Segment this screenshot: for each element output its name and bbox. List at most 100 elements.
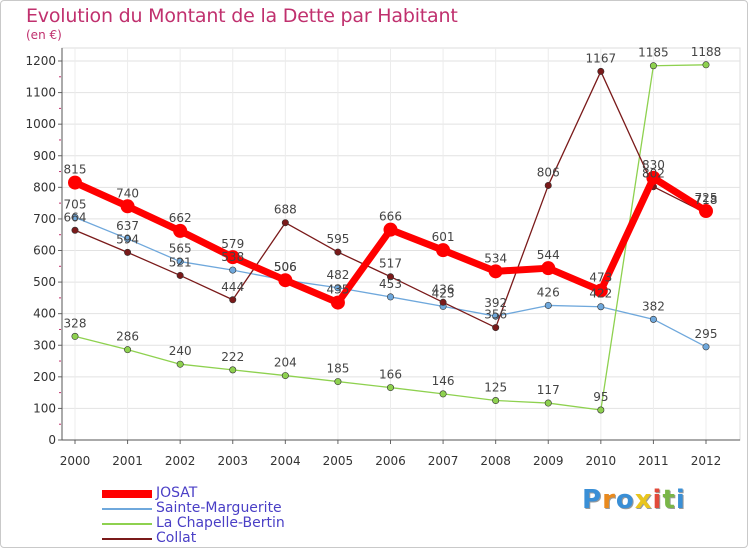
data-label: 453 [379,277,402,291]
data-point [646,170,661,185]
data-point [229,266,237,274]
data-point [593,283,608,298]
data-point [281,219,289,227]
data-point [436,243,451,258]
data-label: 482 [326,268,349,282]
y-tick-label: 1200 [25,54,56,68]
data-label: 595 [326,232,349,246]
data-point [492,324,500,332]
data-point [278,273,293,288]
plot-area [61,47,741,441]
data-point [439,390,447,398]
data-label: 295 [695,327,718,341]
data-label: 436 [432,282,455,296]
legend-label: JOSAT [156,485,198,501]
data-point [124,248,132,256]
data-label: 506 [274,260,297,274]
axes: 0 100 200 300 400 500 600 700 800 900 1000 1100 1200… [25,48,740,468]
data-label: 185 [326,362,349,376]
data-point [597,406,605,414]
data-label: 740 [116,186,139,200]
x-tick-label: 2000 [60,454,91,468]
legend-swatch [102,508,152,510]
data-point [334,378,342,386]
data-label: 356 [484,308,507,322]
logo-letter: o [615,485,635,515]
data-label: 422 [589,287,612,301]
data-point [386,293,394,301]
series [68,61,713,414]
data-label: 521 [169,255,192,269]
data-point [386,273,394,281]
data-point [176,271,184,279]
y-tick-label: 700 [33,212,56,226]
data-label: 423 [432,286,455,300]
x-tick-label: 2003 [217,454,248,468]
data-label: 146 [432,374,455,388]
y-tick-label: 1000 [25,117,56,131]
x-tick-label: 2011 [638,454,669,468]
legend-swatch [102,523,152,525]
y-tick-label: 800 [33,180,56,194]
y-tick-label: 500 [33,275,56,289]
data-point [702,343,710,351]
data-label: 1185 [638,46,669,60]
data-label: 718 [695,193,718,207]
data-label: 240 [169,344,192,358]
data-point [124,346,132,354]
legend-label: La Chapelle-Bertin [156,515,285,531]
data-point [492,312,500,320]
data-label: 204 [274,356,297,370]
data-label: 1188 [691,45,722,59]
data-point [71,226,79,234]
legend-swatch [102,490,152,498]
data-point [544,399,552,407]
data-point [439,298,447,306]
data-point [68,175,82,190]
y-tick-label: 900 [33,149,56,163]
data-label: 802 [642,167,665,181]
data-point [492,397,500,405]
data-label: 517 [379,257,402,271]
logo-letter: i [652,485,663,515]
x-tick-label: 2004 [270,454,301,468]
data-label: 1167 [586,51,617,65]
unit-label: (en €) [26,28,62,42]
legend-label: Sainte-Marguerite [156,500,282,516]
y-tick-label: 0 [48,433,56,447]
chart-title: Evolution du Montant de la Dette par Hab… [26,5,458,27]
x-tick-label: 2005 [323,454,354,468]
data-label: 830 [642,158,665,172]
data-label: 664 [64,210,87,224]
proxiti-logo: Proxiti [582,485,686,515]
data-point [544,181,552,189]
data-label: 392 [484,296,507,310]
y-tick-label: 200 [33,370,56,384]
data-label: 579 [221,237,244,251]
data-label: 565 [169,242,192,256]
y-tick-label: 100 [33,401,56,415]
data-label: 725 [695,191,718,205]
data-label: 666 [379,210,402,224]
data-point [281,372,289,380]
data-label: 222 [221,350,244,364]
data-label: 125 [484,381,507,395]
data-label: 688 [274,203,297,217]
grid [61,47,741,441]
data-point [120,199,135,214]
data-label: 426 [537,285,560,299]
data-label: 594 [116,232,139,246]
data-point [386,384,394,392]
data-label: 166 [379,368,402,382]
data-point [541,261,556,276]
x-tick-label: 2007 [428,454,459,468]
data-label: 473 [589,271,612,285]
data-point [71,213,79,221]
data-point [649,315,657,323]
data-label: 538 [221,250,244,264]
data-point [124,235,132,243]
data-point [383,222,398,237]
data-point [229,296,237,304]
